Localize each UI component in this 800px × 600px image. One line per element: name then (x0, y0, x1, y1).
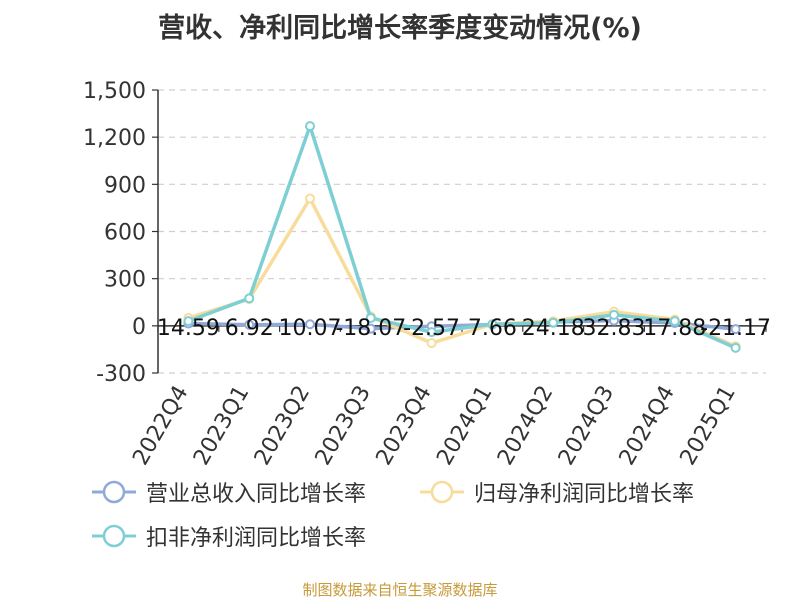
series-line-deducted-profit (187, 124, 737, 350)
x-tick-label: 2024Q3 (554, 382, 619, 470)
data-point-revenue (730, 324, 741, 335)
data-point-deducted-profit (365, 312, 376, 323)
x-tick-label: 2025Q1 (675, 382, 740, 470)
x-tick-label: 2023Q4 (371, 381, 436, 469)
legend-item-revenue[interactable]: 营业总收入同比增长率 (90, 476, 366, 508)
data-point-deducted-profit (609, 309, 619, 320)
series-line-revenue (188, 318, 736, 331)
series-line-net-profit (187, 196, 737, 348)
data-label-revenue: -18.07 (335, 316, 406, 341)
legend-item-net-profit[interactable]: 归母净利润同比增长率 (418, 476, 694, 508)
y-tick-label: -300 (96, 362, 146, 387)
y-tick-label: 0 (132, 315, 146, 340)
data-point-net-profit (426, 338, 437, 349)
y-tick-label: 600 (104, 221, 146, 246)
data-label-revenue: 7.66 (468, 316, 517, 341)
data-point-deducted-profit (487, 319, 498, 330)
x-tick-label: 2022Q4 (128, 382, 193, 470)
x-tick-label: 2024Q2 (493, 382, 558, 470)
data-label-revenue: 10.07 (279, 316, 342, 341)
data-label-revenue: 6.92 (225, 316, 274, 341)
data-point-deducted-profit (548, 317, 559, 328)
source-note: 制图数据来自恒生聚源数据库 (302, 581, 498, 599)
legend-swatch-revenue (92, 480, 136, 504)
data-label-revenue: -21.17 (700, 316, 771, 341)
data-label-revenue: 24.18 (522, 316, 585, 341)
x-tick-label: 2024Q4 (615, 382, 680, 470)
y-tick-label: 1,200 (83, 126, 146, 151)
y-tick-label: 900 (104, 173, 146, 198)
y-tick-label: 300 (104, 268, 146, 293)
legend-swatch-net-profit (420, 480, 464, 504)
data-point-revenue (244, 319, 255, 330)
y-tick-label: 1,500 (83, 79, 146, 104)
data-point-deducted-profit (244, 293, 255, 304)
legend-item-deducted-profit[interactable]: 扣非净利润同比增长率 (90, 520, 366, 552)
legend-swatch-deducted-profit (92, 524, 136, 548)
data-point-revenue (365, 323, 376, 334)
x-tick-label: 2023Q1 (189, 382, 254, 470)
data-label-revenue: 32.83 (583, 316, 646, 341)
chart-title: 营收、净利同比增长率季度变动情况(%) (158, 13, 642, 44)
data-point-net-profit (305, 193, 315, 204)
data-label-revenue: 14.59 (157, 316, 220, 341)
data-point-deducted-profit (305, 121, 315, 132)
data-label-revenue: -2.57 (403, 316, 460, 341)
legend-label-deducted-profit: 扣非净利润同比增长率 (146, 526, 367, 551)
data-point-deducted-profit (669, 316, 680, 327)
data-point-deducted-profit (183, 316, 194, 327)
data-point-revenue (305, 319, 315, 330)
x-tick-label: 2024Q1 (432, 382, 497, 470)
legend-label-net-profit: 归母净利润同比增长率 (474, 482, 695, 507)
x-tick-label: 2023Q2 (250, 382, 315, 470)
x-tick-label: 2023Q3 (311, 382, 376, 470)
legend-label-revenue: 营业总收入同比增长率 (146, 482, 367, 507)
data-point-deducted-profit (730, 342, 741, 353)
data-point-deducted-profit (426, 327, 437, 338)
data-label-revenue: 17.88 (643, 316, 706, 341)
